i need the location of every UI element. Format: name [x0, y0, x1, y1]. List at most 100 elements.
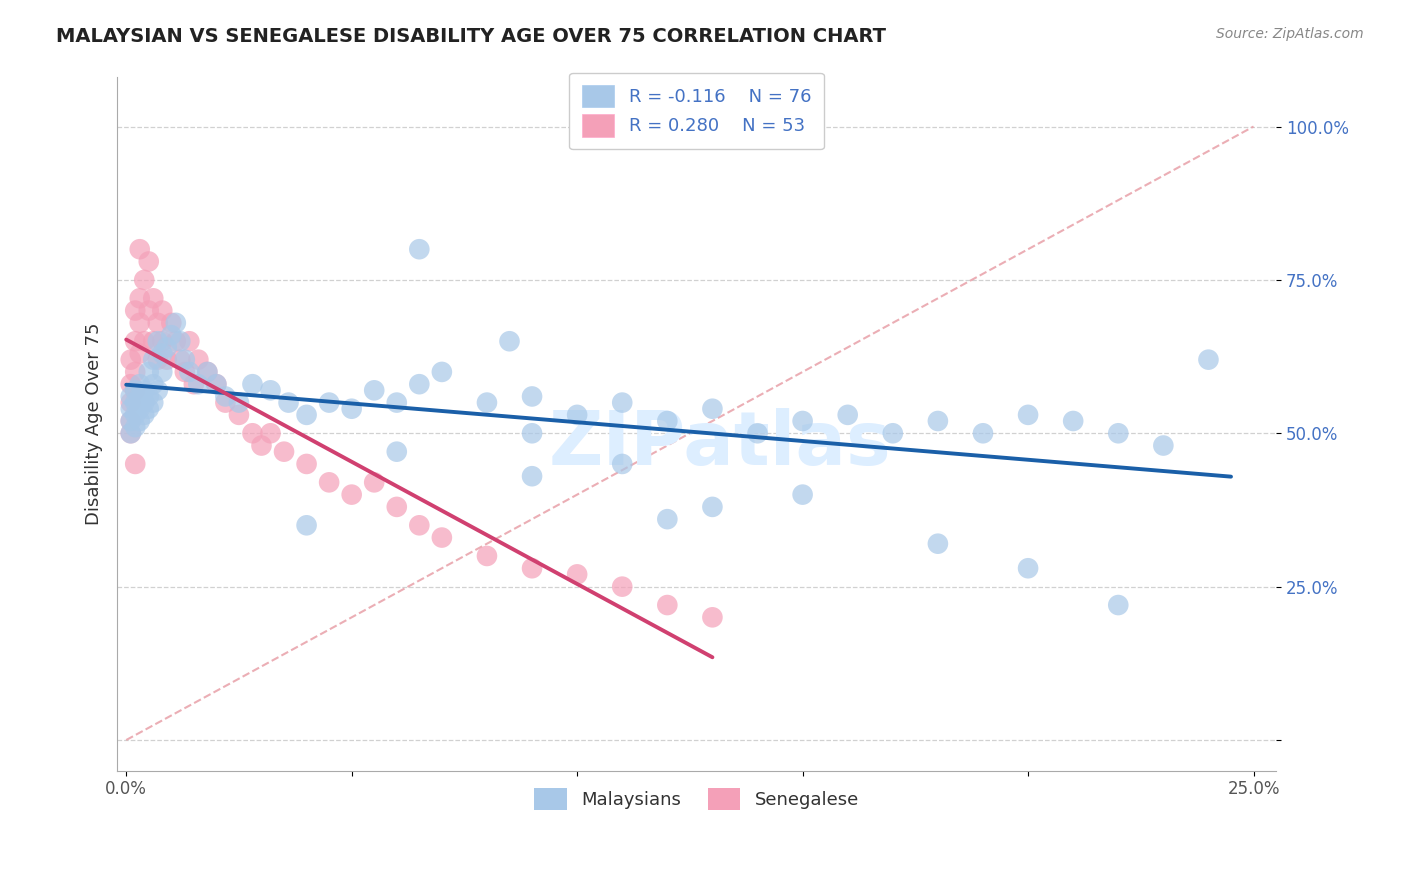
Senegalese — [612, 580, 634, 594]
Malaysians — [1062, 414, 1084, 428]
Malaysians — [340, 401, 363, 416]
Senegalese — [169, 352, 191, 367]
Malaysians — [228, 395, 250, 409]
Malaysians — [385, 444, 408, 458]
Malaysians — [520, 469, 543, 483]
Malaysians — [318, 395, 340, 409]
Senegalese — [657, 598, 679, 612]
Malaysians — [138, 401, 160, 416]
Text: Source: ZipAtlas.com: Source: ZipAtlas.com — [1216, 27, 1364, 41]
Malaysians — [124, 384, 146, 398]
Malaysians — [1107, 426, 1129, 441]
Malaysians — [565, 408, 588, 422]
Malaysians — [242, 377, 264, 392]
Senegalese — [124, 457, 146, 471]
Text: ZIPatlas: ZIPatlas — [548, 409, 891, 482]
Malaysians — [408, 242, 430, 256]
Senegalese — [128, 242, 150, 256]
Malaysians — [128, 377, 150, 392]
Malaysians — [142, 352, 165, 367]
Senegalese — [340, 488, 363, 502]
Malaysians — [792, 414, 814, 428]
Malaysians — [142, 395, 165, 409]
Malaysians — [657, 512, 679, 526]
Senegalese — [134, 273, 156, 287]
Senegalese — [259, 426, 281, 441]
Text: MALAYSIAN VS SENEGALESE DISABILITY AGE OVER 75 CORRELATION CHART: MALAYSIAN VS SENEGALESE DISABILITY AGE O… — [56, 27, 886, 45]
Senegalese — [134, 334, 156, 349]
Malaysians — [1017, 408, 1039, 422]
Senegalese — [250, 438, 273, 452]
Malaysians — [385, 395, 408, 409]
Malaysians — [1198, 352, 1220, 367]
Malaysians — [150, 346, 173, 360]
Senegalese — [228, 408, 250, 422]
Malaysians — [169, 334, 191, 349]
Senegalese — [146, 316, 169, 330]
Senegalese — [138, 254, 160, 268]
Senegalese — [318, 475, 340, 490]
Senegalese — [160, 316, 183, 330]
Malaysians — [363, 384, 385, 398]
Malaysians — [430, 365, 453, 379]
Malaysians — [128, 389, 150, 403]
Malaysians — [142, 377, 165, 392]
Senegalese — [214, 395, 236, 409]
Malaysians — [792, 488, 814, 502]
Senegalese — [520, 561, 543, 575]
Senegalese — [124, 384, 146, 398]
Senegalese — [142, 291, 165, 305]
Malaysians — [520, 426, 543, 441]
Senegalese — [156, 352, 179, 367]
Senegalese — [475, 549, 498, 563]
Senegalese — [165, 334, 187, 349]
Senegalese — [120, 377, 142, 392]
Malaysians — [187, 377, 209, 392]
Senegalese — [187, 352, 209, 367]
Senegalese — [124, 303, 146, 318]
Malaysians — [146, 334, 169, 349]
Senegalese — [430, 531, 453, 545]
Legend: Malaysians, Senegalese: Malaysians, Senegalese — [520, 773, 873, 824]
Malaysians — [150, 365, 173, 379]
Senegalese — [120, 395, 142, 409]
Senegalese — [138, 303, 160, 318]
Malaysians — [702, 401, 724, 416]
Senegalese — [273, 444, 295, 458]
Malaysians — [120, 426, 142, 441]
Malaysians — [156, 340, 179, 354]
Malaysians — [124, 408, 146, 422]
Malaysians — [138, 365, 160, 379]
Malaysians — [179, 365, 201, 379]
Senegalese — [124, 365, 146, 379]
Malaysians — [837, 408, 859, 422]
Malaysians — [134, 395, 156, 409]
Malaysians — [612, 457, 634, 471]
Senegalese — [179, 334, 201, 349]
Malaysians — [128, 414, 150, 428]
Senegalese — [120, 414, 142, 428]
Senegalese — [150, 334, 173, 349]
Senegalese — [702, 610, 724, 624]
Malaysians — [295, 518, 318, 533]
Malaysians — [498, 334, 520, 349]
Malaysians — [927, 414, 949, 428]
Malaysians — [972, 426, 994, 441]
Malaysians — [120, 414, 142, 428]
Malaysians — [475, 395, 498, 409]
Malaysians — [160, 328, 183, 343]
Malaysians — [120, 401, 142, 416]
Senegalese — [205, 377, 228, 392]
Senegalese — [565, 567, 588, 582]
Malaysians — [195, 365, 218, 379]
Y-axis label: Disability Age Over 75: Disability Age Over 75 — [86, 323, 103, 525]
Malaysians — [612, 395, 634, 409]
Senegalese — [124, 334, 146, 349]
Senegalese — [150, 303, 173, 318]
Malaysians — [295, 408, 318, 422]
Malaysians — [520, 389, 543, 403]
Senegalese — [128, 346, 150, 360]
Senegalese — [408, 518, 430, 533]
Malaysians — [134, 408, 156, 422]
Malaysians — [408, 377, 430, 392]
